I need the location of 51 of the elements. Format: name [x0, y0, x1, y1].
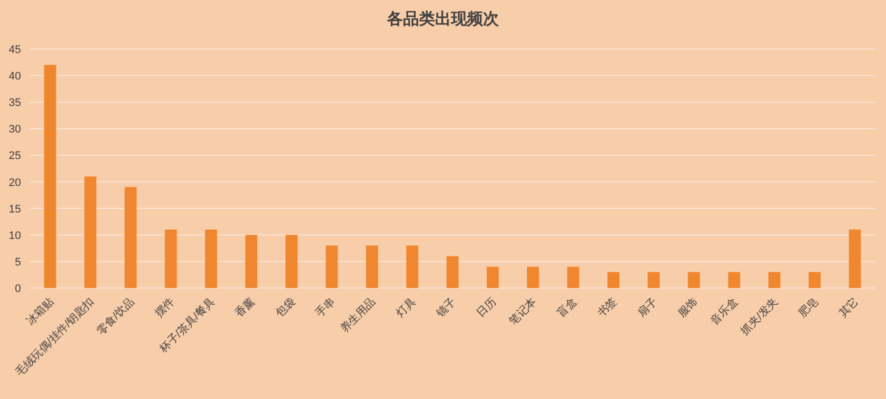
x-tick-label: 肥皂: [796, 296, 821, 320]
bar: [44, 64, 56, 288]
y-tick-label: 45: [8, 44, 21, 56]
bar: [567, 266, 580, 288]
y-tick-label: 5: [14, 256, 21, 268]
x-tick-label: 音乐盒: [708, 294, 740, 328]
bar: [124, 187, 137, 288]
y-tick-label: 25: [8, 150, 21, 162]
x-tick-label: 香薰: [232, 294, 258, 320]
x-tick-label: 手串: [313, 294, 338, 320]
x-tick-label: 服饰: [676, 296, 700, 320]
x-tick-label: 扇子: [635, 294, 660, 320]
x-tick-label: 笔记本: [506, 294, 540, 328]
bar: [84, 176, 96, 288]
bar: [648, 272, 660, 288]
y-tick-label: 20: [8, 176, 21, 189]
x-tick-label: 抓夹/发夹: [738, 294, 781, 338]
bar: [768, 272, 780, 288]
y-tick-label: 15: [8, 203, 21, 216]
bar: [326, 246, 338, 288]
bar: [406, 246, 418, 288]
x-tick-label: 日历: [474, 296, 499, 320]
bar: [164, 230, 177, 288]
bar: [848, 230, 861, 288]
y-tick-label: 10: [8, 230, 21, 242]
x-tick-label: 镜子: [433, 294, 459, 320]
bar: [366, 246, 378, 288]
y-tick-label: 30: [8, 124, 21, 136]
chart-title: 各品类出现频次: [386, 10, 500, 28]
bar: [245, 234, 258, 288]
x-tick-label: 盲盒: [554, 294, 580, 320]
x-tick-label: 摆件: [152, 296, 177, 320]
x-tick-label: 包袋: [274, 296, 298, 320]
x-tick-label: 灯具: [394, 296, 418, 320]
bar: [486, 266, 499, 288]
bar: [446, 256, 458, 288]
y-tick-label: 0: [14, 283, 21, 295]
x-tick-label: 冰箱贴: [24, 294, 56, 328]
bar: [728, 272, 740, 288]
bar: [205, 230, 218, 288]
bar: [607, 272, 620, 288]
bar: [286, 234, 298, 288]
bar: [808, 272, 821, 288]
x-tick-label: 书签: [594, 294, 620, 320]
bar: [526, 266, 539, 288]
x-tick-label: 零食/饮品: [94, 296, 137, 338]
y-tick-label: 40: [8, 70, 21, 83]
x-tick-label: 养生用品: [338, 294, 378, 336]
y-tick-label: 35: [8, 97, 21, 110]
bar: [688, 272, 700, 288]
x-tick-label: 其它: [836, 294, 861, 320]
